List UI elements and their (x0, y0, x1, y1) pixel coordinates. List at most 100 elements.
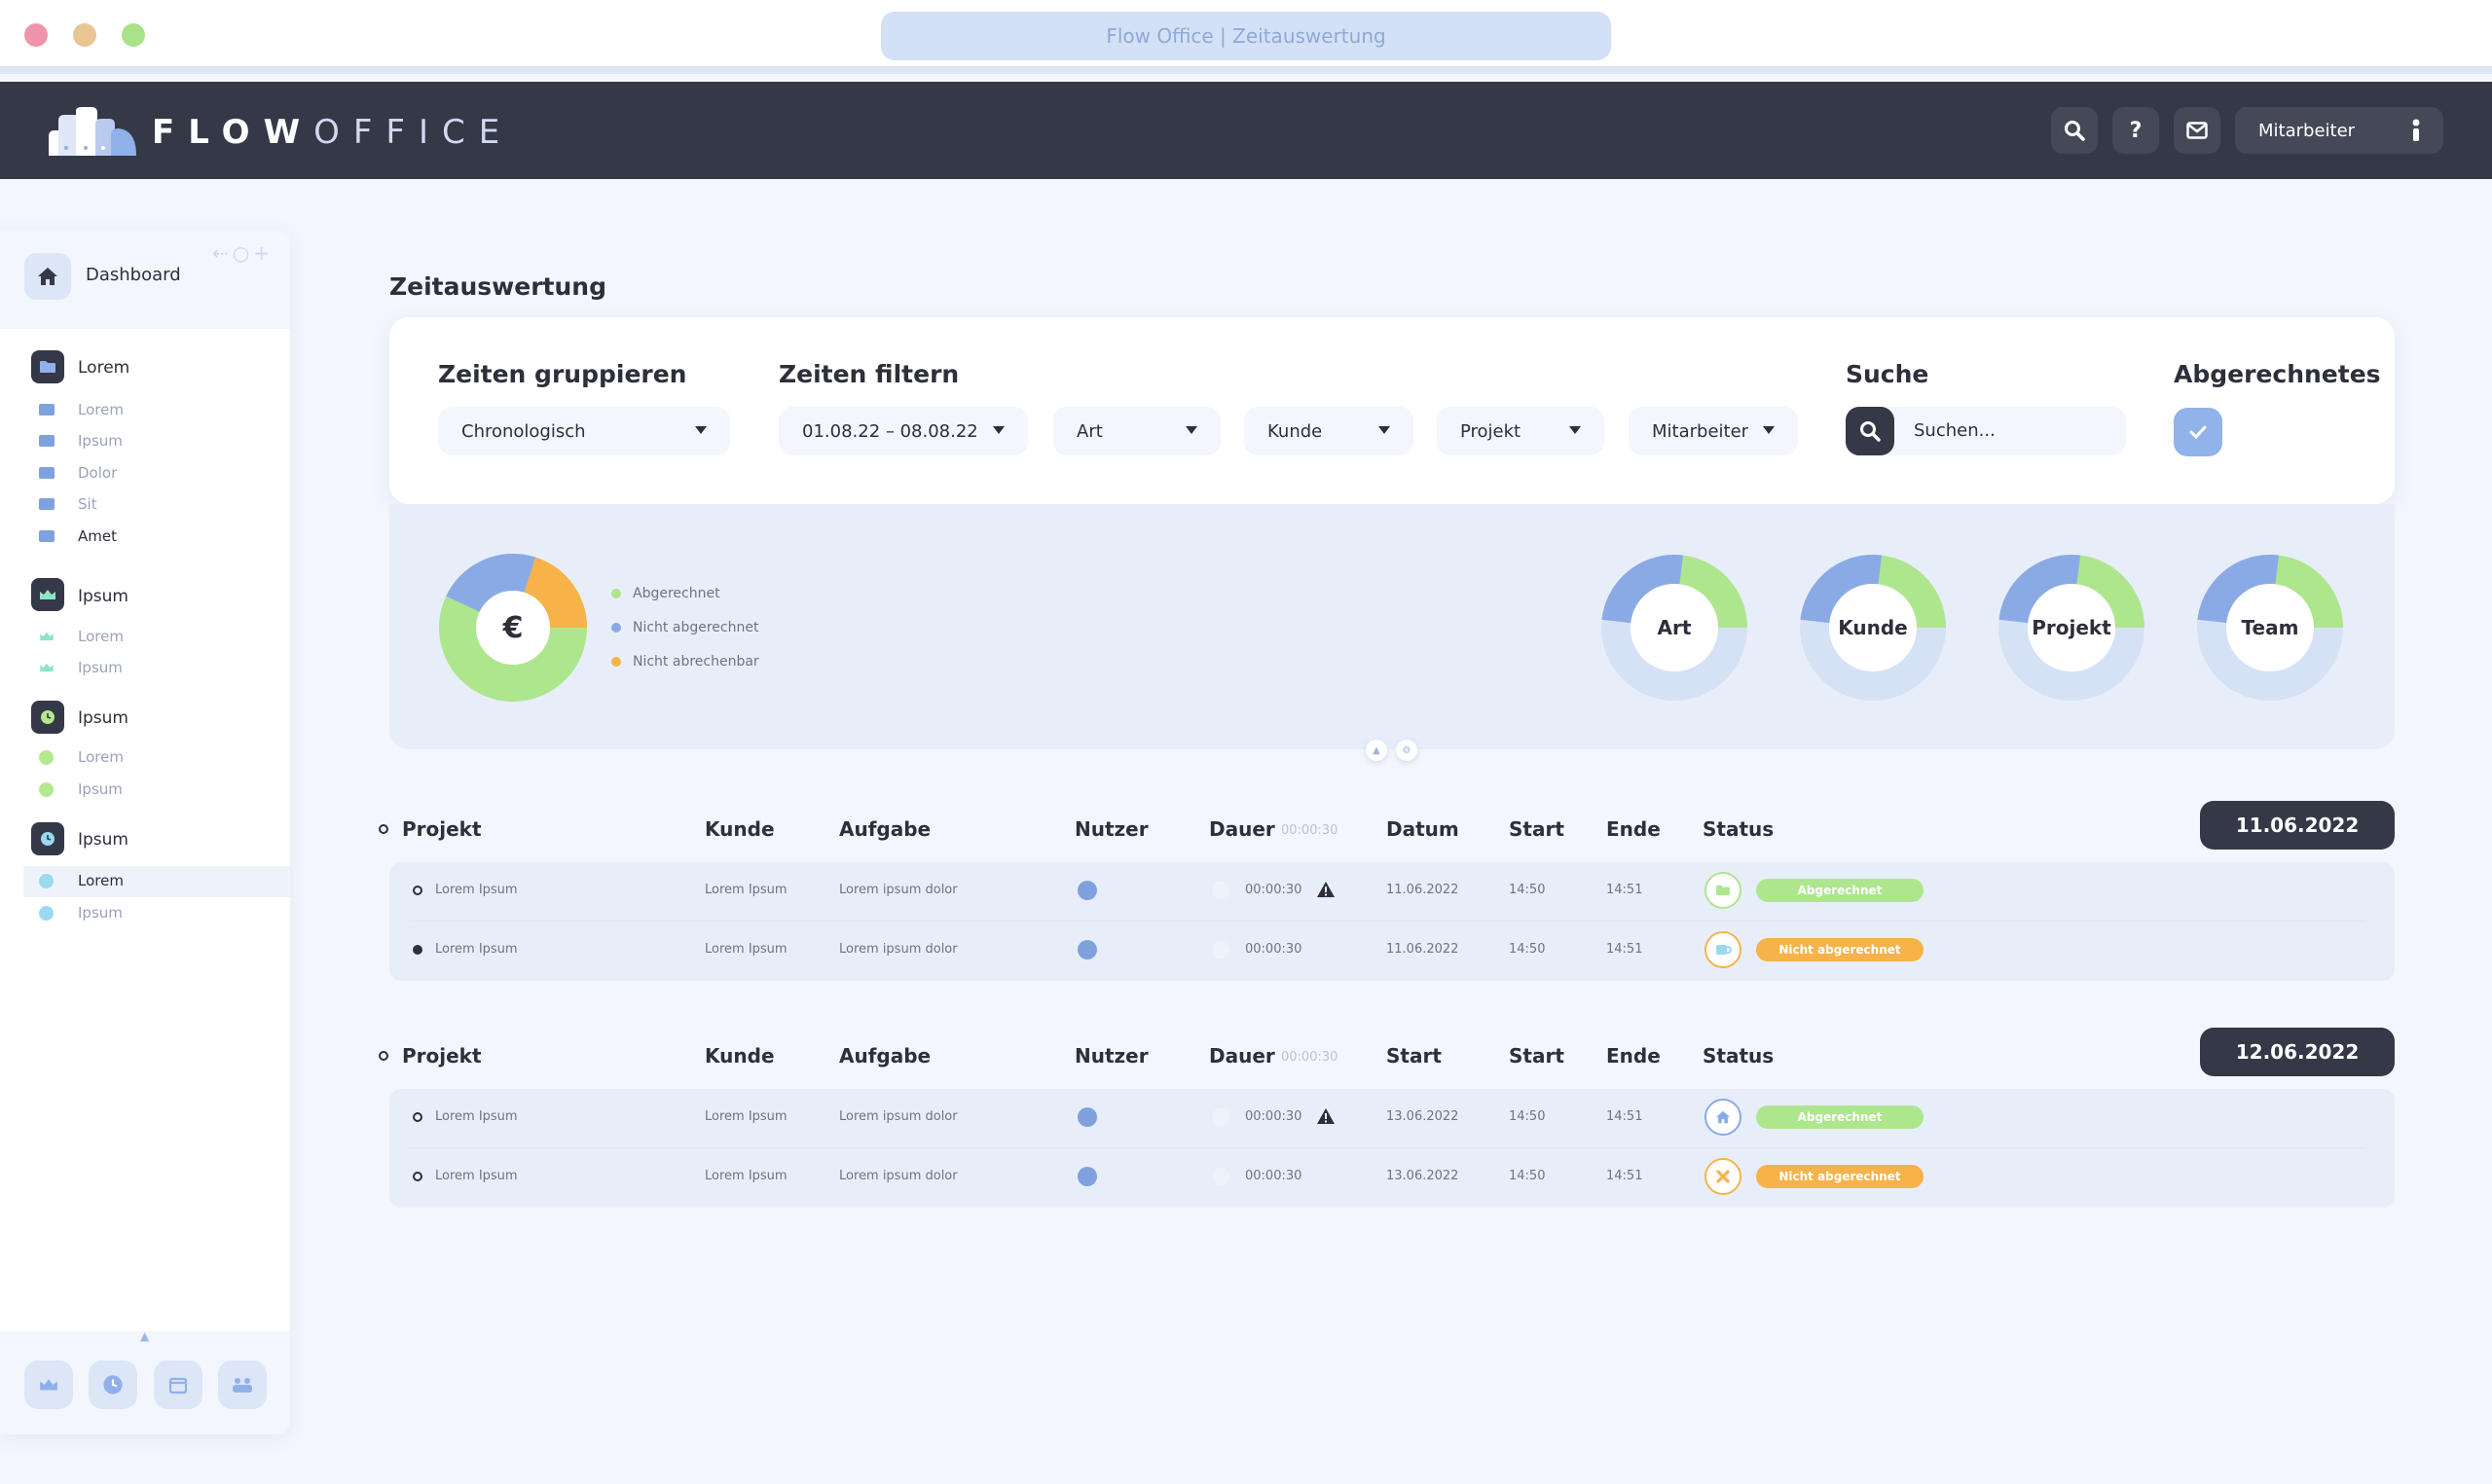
billed-checkbox[interactable] (2174, 408, 2222, 456)
col-ende[interactable]: Ende (1606, 817, 1661, 841)
chart-settings-button[interactable]: ⚙ (1396, 740, 1417, 761)
sidebar-item-dolor[interactable]: Dolor (39, 464, 117, 482)
sidebar-section-4-label[interactable]: Ipsum (78, 830, 128, 850)
sidebar-section-3-label[interactable]: Ipsum (78, 708, 128, 728)
window-minimize-button[interactable] (73, 23, 96, 47)
sidebar-item-sit[interactable]: Sit (39, 495, 97, 513)
window-maximize-button[interactable] (122, 23, 145, 47)
circle-icon[interactable]: ○ (232, 241, 254, 265)
projekt-select[interactable]: Projekt (1437, 407, 1604, 455)
col-nutzer[interactable]: Nutzer (1075, 1044, 1149, 1068)
collapse-charts-button[interactable]: ▲ (1366, 740, 1387, 761)
sidebar-section-4-button[interactable] (31, 822, 64, 855)
avatar[interactable] (1078, 1167, 1097, 1186)
sidebar-item-ipsum-2[interactable]: Ipsum (39, 659, 123, 676)
cell-datum: 11.06.2022 (1386, 942, 1459, 957)
col-dauer[interactable]: Dauer (1209, 1044, 1275, 1068)
arrow-left-icon[interactable]: ⇠ (212, 241, 233, 265)
art-select[interactable]: Art (1053, 407, 1221, 455)
window-close-button[interactable] (24, 23, 48, 47)
projekt-donut[interactable] (1997, 554, 2145, 702)
clock-icon (39, 781, 54, 797)
col-projekt[interactable]: Projekt (402, 817, 482, 841)
col-datum[interactable]: Start (1386, 1044, 1442, 1068)
status-badge[interactable]: Abgerechnet (1756, 879, 1924, 902)
sidebar-item-amet[interactable]: Amet (39, 527, 117, 545)
col-status[interactable]: Status (1703, 1044, 1775, 1068)
sidebar-calendar-button[interactable] (154, 1360, 202, 1409)
team-donut[interactable] (2196, 554, 2344, 702)
search-button[interactable] (1846, 407, 1894, 455)
billing-donut[interactable] (439, 554, 587, 702)
sidebar-team-button[interactable] (218, 1360, 267, 1409)
col-aufgabe[interactable]: Aufgabe (839, 1044, 932, 1068)
sidebar-item-lorem-3[interactable]: Lorem (39, 748, 124, 766)
header-search-button[interactable] (2051, 107, 2098, 154)
status-icon[interactable] (1704, 872, 1741, 909)
status-badge[interactable]: Nicht abgerechnet (1756, 938, 1924, 961)
search-field[interactable]: Suchen... (1846, 407, 2126, 455)
sidebar-expand-caret[interactable]: ▲ (140, 1329, 150, 1343)
timer-icon[interactable] (1210, 1106, 1231, 1128)
col-status[interactable]: Status (1703, 817, 1775, 841)
status-badge[interactable]: Abgerechnet (1756, 1105, 1924, 1129)
avatar[interactable] (1078, 940, 1097, 959)
sidebar-section-2-label[interactable]: Ipsum (78, 587, 128, 606)
group-select[interactable]: Chronologisch (438, 407, 730, 455)
plus-icon[interactable]: + (253, 241, 274, 265)
timer-icon[interactable] (1210, 880, 1231, 901)
status-icon[interactable] (1704, 1099, 1741, 1136)
group-2-table (389, 1089, 2395, 1208)
col-ende[interactable]: Ende (1606, 1044, 1661, 1068)
user-menu-button[interactable]: Mitarbeiter (2235, 107, 2443, 154)
sidebar-item-ipsum[interactable]: Ipsum (39, 432, 123, 450)
status-badge[interactable]: Nicht abgerechnet (1756, 1165, 1924, 1188)
crown-icon (40, 663, 54, 672)
col-start[interactable]: Start (1509, 1044, 1564, 1068)
col-kunde[interactable]: Kunde (705, 1044, 775, 1068)
status-icon[interactable] (1704, 931, 1741, 968)
logo[interactable]: FLOWOFFICE (47, 105, 513, 160)
team-donut-label: Team (2241, 616, 2299, 639)
avatar[interactable] (1078, 881, 1097, 900)
mitarbeiter-select[interactable]: Mitarbeiter (1629, 407, 1798, 455)
dashboard-button[interactable] (24, 253, 71, 300)
cell-aufgabe: Lorem ipsum dolor (839, 883, 958, 897)
header-mail-button[interactable] (2174, 107, 2220, 154)
status-icon[interactable] (1704, 1158, 1741, 1195)
col-kunde[interactable]: Kunde (705, 817, 775, 841)
timer-icon[interactable] (1210, 1166, 1231, 1187)
crown-icon (40, 632, 54, 641)
col-start[interactable]: Start (1509, 817, 1564, 841)
dashboard-label[interactable]: Dashboard (86, 265, 181, 285)
sidebar-clock-button[interactable] (89, 1360, 137, 1409)
timer-icon[interactable] (1210, 939, 1231, 960)
group-2-bullet (379, 1051, 388, 1061)
search-input[interactable]: Suchen... (1914, 420, 1996, 441)
kunde-select[interactable]: Kunde (1244, 407, 1413, 455)
address-bar[interactable]: Flow Office | Zeitauswertung (881, 12, 1611, 60)
sidebar-item-ipsum-3[interactable]: Ipsum (39, 780, 123, 798)
sidebar-section-3-button[interactable] (31, 701, 64, 734)
header-help-button[interactable]: ? (2112, 107, 2159, 154)
sidebar-crown-button[interactable] (24, 1360, 73, 1409)
col-dauer[interactable]: Dauer (1209, 817, 1275, 841)
clock-icon (39, 905, 54, 921)
col-datum[interactable]: Datum (1386, 817, 1459, 841)
col-projekt[interactable]: Projekt (402, 1044, 482, 1068)
kunde-donut[interactable] (1799, 554, 1947, 702)
col-nutzer[interactable]: Nutzer (1075, 817, 1149, 841)
row-bullet (413, 945, 422, 955)
sidebar-section-1-button[interactable] (31, 350, 64, 383)
art-donut[interactable] (1600, 554, 1748, 702)
sidebar-section-1-label[interactable]: Lorem (78, 358, 130, 378)
date-range-select[interactable]: 01.08.22 – 08.08.22 (779, 407, 1028, 455)
sidebar-item-lorem-2[interactable]: Lorem (39, 628, 124, 645)
avatar[interactable] (1078, 1107, 1097, 1127)
row-bullet (413, 1112, 422, 1122)
sidebar-section-2-button[interactable] (31, 578, 64, 611)
sidebar-item-lorem[interactable]: Lorem (39, 401, 124, 418)
col-aufgabe[interactable]: Aufgabe (839, 817, 932, 841)
sidebar-item-ipsum-4[interactable]: Ipsum (39, 904, 123, 922)
sidebar-item-lorem-4[interactable]: Lorem (39, 872, 124, 889)
